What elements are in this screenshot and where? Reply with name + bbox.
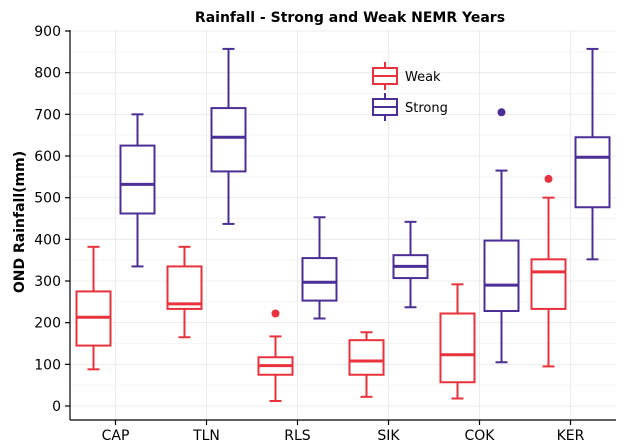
legend-label: Weak	[405, 70, 441, 85]
y-tick-label: 800	[34, 66, 61, 82]
y-tick-label: 600	[34, 149, 61, 165]
x-tick-label: COK	[465, 428, 496, 444]
y-tick-label: 900	[34, 24, 61, 40]
box-iqr	[483, 239, 520, 312]
y-tick-label: 400	[34, 232, 61, 248]
box-iqr	[348, 339, 385, 376]
legend-label: Strong	[405, 101, 448, 116]
y-tick-label: 0	[52, 399, 61, 415]
box-iqr	[301, 257, 338, 302]
y-tick-label: 200	[34, 316, 61, 332]
x-tick-label: SIK	[377, 428, 400, 444]
y-axis-label: OND Rainfall(mm)	[12, 151, 28, 293]
outlier-point	[271, 309, 280, 318]
outlier-point	[497, 108, 506, 117]
box-iqr	[119, 144, 156, 215]
outlier-point	[544, 174, 553, 183]
box-iqr	[210, 107, 247, 173]
x-tick-label: TLN	[192, 428, 220, 444]
y-tick-label: 500	[34, 191, 61, 207]
plot-area: 0 100 200 300 400 500 600 700 800 900 CAP TLN RLS SIK…	[34, 24, 616, 444]
y-tick-label: 300	[34, 274, 61, 290]
x-tick-label: KER	[557, 428, 585, 444]
box-iqr	[530, 258, 567, 310]
box-iqr	[574, 136, 611, 209]
x-tick-label: RLS	[284, 428, 311, 444]
y-tick-label: 100	[34, 357, 61, 373]
x-tick-label: CAP	[102, 428, 130, 444]
box-iqr	[166, 265, 203, 310]
box-iqr	[439, 312, 476, 384]
chart-title: Rainfall - Strong and Weak NEMR Years	[195, 10, 505, 26]
y-tick-label: 700	[34, 107, 61, 123]
plot-background	[70, 30, 616, 420]
